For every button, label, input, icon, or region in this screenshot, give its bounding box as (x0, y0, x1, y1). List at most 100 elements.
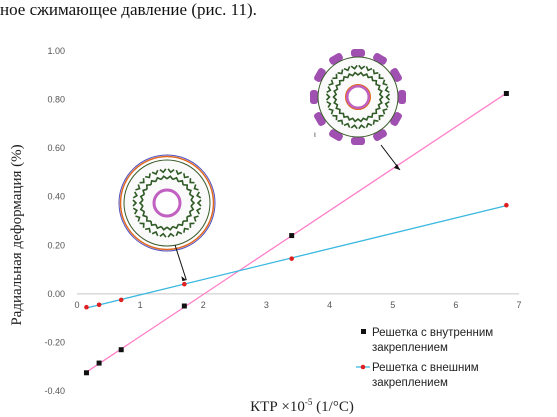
annotation-arrow (174, 244, 187, 281)
inner-clamped-lattice-image (118, 154, 216, 252)
clamp-pad (314, 68, 326, 82)
y-tick-label: 0.60 (47, 143, 65, 153)
inner-hub (345, 84, 371, 110)
lattice-cell (337, 69, 349, 82)
clamp-pad (373, 129, 387, 141)
annotation-mark: ι (314, 130, 316, 139)
legend: Решетка с внутренним закреплением Решетка … (356, 318, 555, 398)
lattice-cell (372, 73, 384, 86)
lattice-cell (357, 117, 366, 130)
lattice-cell (159, 168, 168, 181)
lattice-cell (343, 115, 354, 128)
lattice-cell (326, 98, 339, 108)
lattice-cell (178, 220, 189, 233)
axes: -0.40 -0.20 0.00 0.20 0.40 0.60 0.80 1.00 0 1 2 3 4 5… (44, 46, 521, 396)
annotation-arrowhead (394, 164, 400, 170)
y-tick-label: 0.20 (47, 240, 65, 250)
lattice-cell (182, 216, 195, 228)
lattice-cell (189, 191, 202, 201)
clamp-pad (314, 112, 326, 126)
legend-marker-1 (360, 364, 366, 370)
clamp-pad (398, 90, 406, 104)
series-0-point (118, 347, 124, 353)
clamp-pad (351, 137, 365, 145)
series-0-trendline (86, 92, 507, 373)
outer-clamped-lattice-image (310, 49, 406, 145)
x-label-base: КТР ×10 (250, 399, 305, 415)
series-1-point (289, 256, 294, 261)
lattice-cell (151, 224, 162, 237)
x-tick-label: 5 (390, 300, 395, 310)
lattice-cell (189, 205, 202, 215)
lattice-cell (151, 169, 162, 182)
series-0-point (503, 91, 509, 96)
y-tick-label: 0.40 (47, 192, 65, 202)
lattice-cell (350, 117, 359, 130)
x-tick-label: 6 (453, 300, 458, 310)
clamp-pad (351, 49, 365, 57)
outer-rim (119, 155, 215, 251)
lattice-cell (362, 66, 373, 79)
annotation-arrowhead (181, 276, 187, 282)
lattice-cell (139, 178, 152, 190)
lattice-cell (132, 205, 145, 215)
lattice-cell (166, 168, 175, 181)
trend-lines (86, 92, 507, 373)
legend-label-1: закреплением (372, 377, 448, 389)
lattice-cell (377, 86, 390, 96)
outer-rim-blue (118, 154, 216, 252)
legend-marker-0 (361, 329, 366, 334)
series-1-point (96, 302, 102, 308)
lattice-cell (145, 173, 156, 186)
lattice-cell (375, 104, 388, 115)
lattice-cell (328, 79, 341, 90)
lattice-cell (172, 224, 183, 237)
x-label-unit: (1/°С) (312, 399, 353, 415)
legend-label-0: закреплением (372, 342, 448, 354)
clamp-pad (310, 90, 318, 104)
lattice-cell (337, 112, 349, 125)
lattice-cell (166, 225, 175, 238)
series-0-point (289, 233, 295, 239)
clamp-pad (390, 112, 402, 126)
lattice-cell (367, 112, 379, 125)
hub-hole (156, 192, 178, 214)
lattice-cell (186, 184, 199, 195)
lattice-cell (182, 178, 195, 190)
header-text: ное сжимающее давление (рис. 11). (0, 0, 257, 19)
lattice-cell (377, 98, 390, 108)
x-tick-label: 3 (264, 300, 269, 310)
lattice-cell (372, 108, 384, 121)
series-1-point (118, 297, 124, 303)
y-tick-label: 1.00 (47, 46, 65, 56)
legend-label-1: Решетка с внешним (372, 362, 479, 374)
lattice-cell (367, 69, 379, 82)
x-tick-label: 2 (201, 300, 206, 310)
lattice-cell (186, 211, 199, 222)
y-axis-title: Радиальная деформация (%) (9, 144, 25, 325)
clamp-pad (329, 53, 343, 65)
lattice-cell (343, 66, 354, 79)
y-tick-label: 0.80 (47, 95, 65, 105)
lattice-cell (159, 225, 168, 238)
series-1-point (84, 304, 89, 310)
y-tick-label: -0.40 (44, 386, 65, 396)
series-0-point (96, 360, 102, 366)
lattice-cell (132, 191, 145, 201)
x-tick-label: 0 (74, 300, 79, 310)
lattice-cell (378, 93, 391, 101)
x-tick-label: 7 (516, 300, 521, 310)
series-0-point (83, 370, 89, 376)
lattice-cell (326, 86, 339, 96)
lattice-insets: ι (118, 49, 406, 282)
clamp-pad (390, 68, 402, 82)
x-label-exponent: -5 (305, 397, 313, 407)
y-tick-label: 0.00 (47, 289, 65, 299)
lattice-cell (135, 184, 148, 195)
data-markers (83, 91, 509, 376)
x-axis-title: КТР ×10-5 (1/°С) (250, 397, 354, 415)
lattice-cell (178, 173, 189, 186)
clamp-pad (329, 129, 343, 141)
lattice-cell (332, 73, 344, 86)
